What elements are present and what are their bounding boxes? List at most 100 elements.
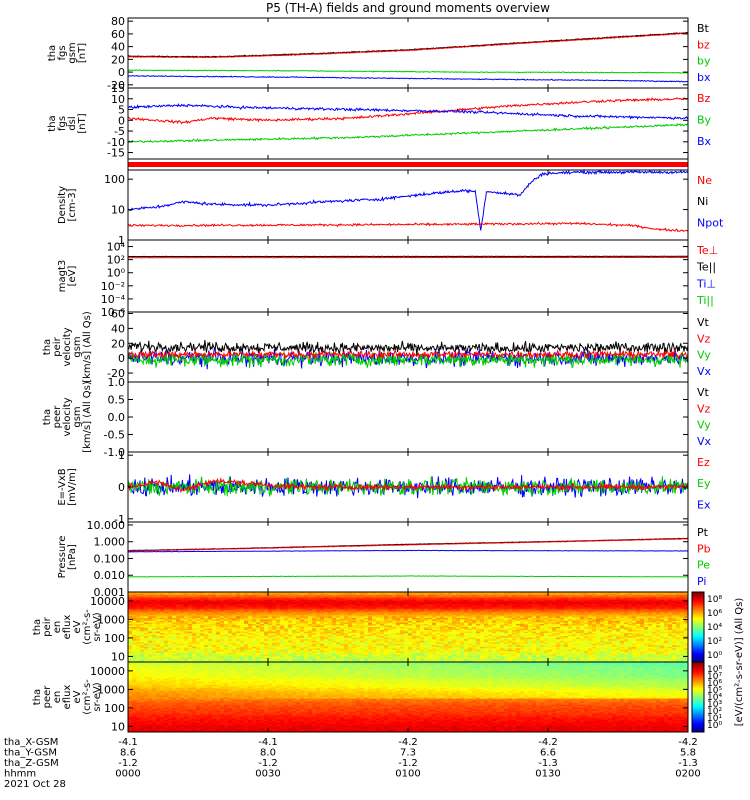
spectrogram-cell	[276, 593, 281, 596]
spectrogram-cell	[660, 627, 665, 629]
spectrogram-cell	[232, 599, 237, 602]
spectrogram-cell	[340, 623, 345, 626]
spectrogram-cell	[672, 627, 677, 629]
spectrogram-cell	[268, 636, 273, 638]
spectrogram-cell	[452, 605, 457, 608]
spectrogram-cell	[648, 627, 653, 629]
spectrogram-cell	[300, 633, 305, 635]
spectrogram-cell	[664, 634, 669, 637]
spectrogram-cell	[368, 630, 373, 632]
spectrogram-cell	[324, 640, 329, 643]
spectrogram-cell	[304, 628, 309, 631]
y-axis-label: [cm-3]	[67, 188, 78, 221]
spectrogram-cell	[680, 604, 685, 606]
spectrogram-cell	[228, 630, 233, 632]
spectrogram-cell	[488, 628, 493, 631]
y-axis-label: tha	[42, 409, 53, 425]
spectrogram-cell	[564, 620, 569, 623]
spectrogram-cell	[404, 599, 409, 602]
spectrogram-cell	[376, 611, 381, 614]
spectrogram-cell	[664, 622, 669, 625]
spectrogram-cell	[432, 605, 437, 608]
spectrogram-cell	[612, 630, 617, 632]
spectrogram-cell	[600, 633, 605, 635]
spectrogram-cell	[596, 593, 601, 596]
spectrogram-cell	[240, 622, 245, 625]
spectrogram-cell	[212, 605, 217, 608]
spectrogram-cell	[316, 634, 321, 637]
spectrogram-cell	[232, 634, 237, 637]
spectrogram-cell	[436, 605, 441, 608]
spectrogram-cell	[456, 614, 461, 617]
spectrogram-cell	[512, 592, 517, 594]
spectrogram-cell	[224, 599, 229, 602]
spectrogram-cell	[220, 623, 225, 626]
spectrogram-cell	[544, 620, 549, 623]
spectrogram-cell	[668, 631, 673, 634]
spectrogram-cell	[548, 595, 553, 597]
spectrogram-cell	[328, 598, 333, 600]
spectrogram-cell	[200, 633, 205, 635]
spectrogram-cell	[500, 636, 505, 638]
spectrogram-cell	[204, 607, 209, 610]
spectrogram-cell	[340, 616, 345, 619]
spectrogram-cell	[468, 593, 473, 596]
spectrogram-cell	[180, 617, 185, 620]
spectrogram-cell	[640, 639, 645, 641]
spectrogram-cell	[420, 634, 425, 637]
spectrogram-cell	[504, 608, 509, 611]
spectrogram-cell	[296, 619, 301, 622]
spectrogram-cell	[136, 614, 141, 617]
spectrogram-cell	[408, 617, 413, 620]
spectrogram-cell	[636, 616, 641, 619]
spectrogram-cell	[412, 640, 417, 643]
spectrogram-cell	[184, 617, 189, 620]
spectrogram-cell	[572, 627, 577, 629]
spectrogram-cell	[408, 628, 413, 631]
spectrogram-cell	[512, 642, 517, 645]
spectrogram-cell	[208, 622, 213, 625]
spectrogram-cell	[192, 599, 197, 602]
spectrogram-cell	[220, 592, 225, 594]
spectrogram-cell	[340, 640, 345, 643]
spectrogram-cell	[328, 592, 333, 594]
spectrogram-cell	[536, 637, 541, 640]
spectrogram-cell	[288, 607, 293, 610]
spectrogram-cell	[152, 642, 157, 645]
spectrogram-cell	[168, 620, 173, 623]
spectrogram-cell	[460, 595, 465, 597]
spectrogram-cell	[296, 599, 301, 602]
spectrogram-cell	[388, 596, 393, 599]
spectrogram-cell	[332, 634, 337, 637]
spectrogram-cell	[212, 607, 217, 610]
spectrogram-cell	[660, 610, 665, 613]
spectrogram-cell	[164, 628, 169, 631]
spectrogram-cell	[172, 619, 177, 622]
spectrogram-cell	[504, 639, 509, 641]
spectrogram-cell	[484, 627, 489, 629]
spectrogram-cell	[620, 604, 625, 606]
spectrogram-cell	[292, 598, 297, 600]
spectrogram-cell	[416, 639, 421, 641]
spectrogram-cell	[604, 620, 609, 623]
spectrogram-cell	[592, 593, 597, 596]
spectrogram-cell	[432, 628, 437, 631]
spectrogram-cell	[388, 619, 393, 622]
spectrogram-cell	[204, 640, 209, 643]
spectrogram-cell	[312, 633, 317, 635]
spectrogram-cell	[292, 633, 297, 635]
spectrogram-cell	[248, 602, 253, 605]
spectrogram-cell	[600, 599, 605, 602]
spectrogram-cell	[392, 604, 397, 606]
spectrogram-cell	[336, 636, 341, 638]
spectrogram-cell	[604, 608, 609, 611]
spectrogram-cell	[268, 630, 273, 632]
spectrogram-cell	[304, 616, 309, 619]
spectrogram-cell	[324, 605, 329, 608]
spectrogram-cell	[636, 620, 641, 623]
spectrogram-cell	[440, 630, 445, 632]
spectrogram-cell	[300, 593, 305, 596]
spectrogram-cell	[208, 637, 213, 640]
spectrogram-cell	[272, 598, 277, 600]
spectrogram-cell	[288, 613, 293, 616]
